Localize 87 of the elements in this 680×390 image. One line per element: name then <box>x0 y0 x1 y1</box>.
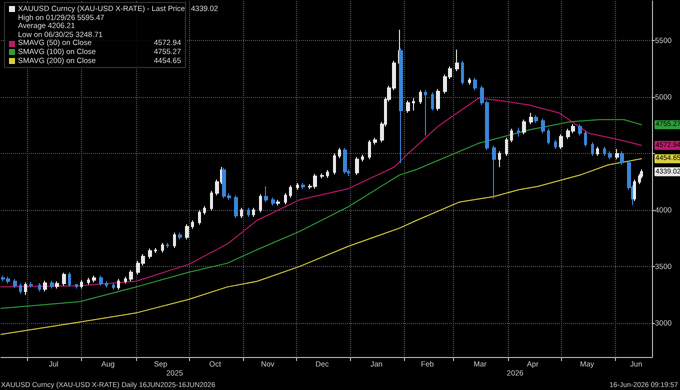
candlestick <box>368 140 371 160</box>
candlestick <box>259 194 262 213</box>
line-series <box>0 158 642 335</box>
candlestick <box>271 197 275 206</box>
candlestick <box>620 150 624 166</box>
candlestick <box>559 134 563 150</box>
candlestick <box>161 242 164 253</box>
candlestick <box>55 280 59 290</box>
candlestick <box>166 242 169 248</box>
candlestick <box>638 173 641 185</box>
candlestick <box>338 147 341 159</box>
candlestick <box>99 275 103 286</box>
candlestick <box>62 272 66 286</box>
candlestick <box>24 282 27 296</box>
candlestick <box>148 248 152 260</box>
candlestick <box>461 60 464 86</box>
candlestick <box>505 137 508 156</box>
candlestick <box>284 192 287 205</box>
candlestick <box>117 278 120 290</box>
candlestick <box>554 140 557 150</box>
candlestick <box>29 281 33 288</box>
candlestick <box>431 92 434 112</box>
candlestick <box>603 146 606 156</box>
candlestick <box>591 142 594 156</box>
candlestick <box>498 150 501 168</box>
candlestick <box>510 128 513 143</box>
candlestick <box>13 278 17 289</box>
candlestick <box>320 172 324 179</box>
candlestick <box>361 154 364 162</box>
candlestick <box>124 276 127 284</box>
candlestick <box>534 114 538 124</box>
candlestick <box>289 184 292 198</box>
candlestick <box>529 112 533 125</box>
candlestick <box>492 145 496 200</box>
candlestick <box>584 130 587 148</box>
candlestick <box>276 199 280 206</box>
candlestick <box>75 284 78 290</box>
candlestick <box>185 224 189 240</box>
candlestick <box>252 207 255 218</box>
candlestick <box>68 272 71 288</box>
candlestick <box>578 124 582 136</box>
candlestick <box>178 232 182 240</box>
candlestick <box>373 137 377 146</box>
candlestick <box>424 90 427 136</box>
candlestick <box>203 206 206 216</box>
candlestick <box>633 179 636 202</box>
candlestick <box>473 77 477 91</box>
candlestick <box>154 247 157 254</box>
candlestick <box>436 88 440 112</box>
candlestick <box>240 207 243 218</box>
candlestick <box>596 146 599 156</box>
candlestick <box>355 156 359 176</box>
candlestick <box>343 147 347 174</box>
candlestick <box>541 118 545 134</box>
candlestick <box>92 275 96 283</box>
candlestick <box>129 269 133 282</box>
candlestick <box>517 127 520 138</box>
candlestick <box>80 280 83 290</box>
candlestick <box>19 283 22 294</box>
line-series <box>0 119 642 309</box>
candlestick <box>43 280 47 292</box>
candlestick <box>105 280 108 288</box>
candlestick <box>301 182 305 190</box>
candlestick <box>112 282 115 290</box>
candlestick <box>326 169 329 178</box>
candlestick <box>608 150 612 160</box>
candlestick <box>468 77 471 86</box>
candlestick <box>406 100 410 114</box>
candlestick <box>419 90 422 104</box>
candlestick <box>615 148 619 160</box>
line-series <box>0 98 642 288</box>
candlestick <box>264 186 268 203</box>
candlestick <box>412 98 415 112</box>
candlestick <box>547 128 550 146</box>
candlestick <box>210 190 213 212</box>
candlestick <box>522 119 526 135</box>
candlestick <box>50 280 54 290</box>
candlestick <box>234 194 238 218</box>
candlestick <box>87 277 90 286</box>
candlestick <box>247 207 250 218</box>
candlestick <box>455 49 459 72</box>
candlestick <box>38 282 41 292</box>
candlestick <box>191 220 194 230</box>
candlestick <box>333 153 336 175</box>
candlestick <box>296 182 299 190</box>
candlestick <box>173 232 176 248</box>
candlestick <box>198 210 201 226</box>
